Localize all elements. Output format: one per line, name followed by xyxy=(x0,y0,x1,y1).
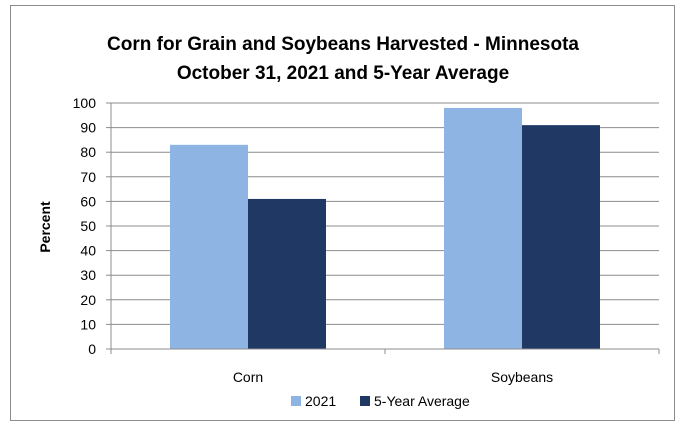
y-tick-label: 0 xyxy=(88,341,96,357)
legend-swatch xyxy=(291,396,301,406)
x-tick-label: Soybeans xyxy=(491,369,553,385)
y-tick-label: 40 xyxy=(80,243,96,259)
axes: 0 10 20 30 40 50 60 70 80 90 100 Corn Soybeans xyxy=(73,95,660,385)
y-tick-label: 50 xyxy=(80,218,96,234)
y-tick-label: 30 xyxy=(80,267,96,283)
x-tick-label: Corn xyxy=(233,369,263,385)
bars xyxy=(170,107,600,349)
y-tick-label: 100 xyxy=(73,95,97,111)
legend-label: 5-Year Average xyxy=(374,393,470,409)
legend-label: 2021 xyxy=(305,393,336,409)
y-tick-label: 20 xyxy=(80,292,96,308)
y-tick-label: 70 xyxy=(80,169,96,185)
y-tick-label: 10 xyxy=(80,316,96,332)
legend-swatch xyxy=(360,396,370,406)
y-tick-label: 80 xyxy=(80,144,96,160)
y-tick-label: 90 xyxy=(80,120,96,136)
y-axis-label: Percent xyxy=(37,201,53,253)
legend: 2021 5-Year Average xyxy=(291,393,470,409)
bar-5-year-average-corn xyxy=(248,198,326,349)
bar-5-year-average-soybeans xyxy=(522,125,600,349)
chart-title-line-1: Corn for Grain and Soybeans Harvested - … xyxy=(107,34,579,55)
bar-2021-corn xyxy=(170,144,248,349)
y-tick-label: 60 xyxy=(80,193,96,209)
bar-2021-soybeans xyxy=(444,107,522,349)
chart-title-line-2: October 31, 2021 and 5-Year Average xyxy=(177,63,509,84)
